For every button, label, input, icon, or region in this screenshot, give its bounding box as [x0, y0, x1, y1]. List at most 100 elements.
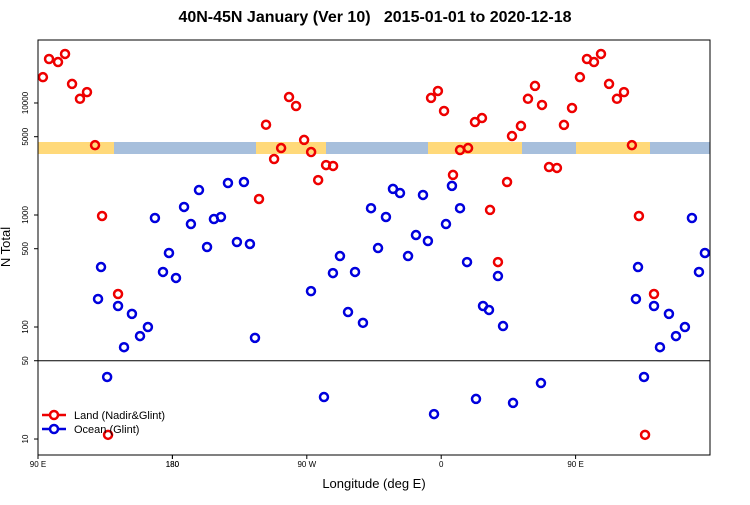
- point: [222, 177, 234, 189]
- point: [417, 189, 429, 201]
- legend-label: Ocean (Glint): [74, 424, 139, 436]
- point: [305, 285, 317, 297]
- point: [112, 300, 124, 312]
- y-tick-label: 10: [21, 434, 30, 443]
- point: [178, 201, 190, 213]
- point: [492, 256, 504, 268]
- point: [595, 48, 607, 60]
- point: [566, 102, 578, 114]
- point: [470, 393, 482, 405]
- point: [638, 371, 650, 383]
- point: [92, 293, 104, 305]
- point: [215, 211, 227, 223]
- point: [170, 272, 182, 284]
- point: [163, 247, 175, 259]
- x-tick-label: 0: [439, 460, 444, 469]
- point: [244, 238, 256, 250]
- point: [648, 300, 660, 312]
- point: [334, 250, 346, 262]
- point: [134, 330, 146, 342]
- point: [380, 211, 392, 223]
- point: [484, 204, 496, 216]
- x-tick-label: 180: [166, 460, 180, 469]
- land-ocean-strip: [38, 142, 710, 154]
- plot-frame: [37, 39, 711, 456]
- point: [648, 288, 660, 300]
- point: [185, 218, 197, 230]
- point: [529, 80, 541, 92]
- point: [402, 250, 414, 262]
- x-tick-label: 90 E: [567, 460, 583, 469]
- x-tick-label: 90 E: [30, 460, 46, 469]
- point: [522, 93, 534, 105]
- point: [501, 176, 513, 188]
- point: [349, 266, 361, 278]
- x-axis-label: Longitude (deg E): [322, 476, 425, 491]
- point: [394, 187, 406, 199]
- point: [149, 212, 161, 224]
- point: [318, 391, 330, 403]
- point: [654, 341, 666, 353]
- point: [462, 142, 474, 154]
- point: [231, 236, 243, 248]
- point: [290, 100, 302, 112]
- point: [193, 184, 205, 196]
- point: [679, 321, 691, 333]
- point: [43, 53, 55, 65]
- point: [670, 330, 682, 342]
- x-tick-label: 180: [166, 460, 180, 469]
- point: [253, 193, 265, 205]
- y-tick-label: 100: [21, 320, 30, 334]
- y-tick-label: 5000: [21, 127, 30, 145]
- point: [515, 120, 527, 132]
- point: [699, 247, 711, 259]
- point: [506, 130, 518, 142]
- y-tick-label: 1000: [21, 206, 30, 224]
- point: [126, 308, 138, 320]
- point: [52, 56, 64, 68]
- point: [574, 71, 586, 83]
- point: [268, 153, 280, 165]
- point: [551, 162, 563, 174]
- point: [249, 332, 261, 344]
- point: [536, 99, 548, 111]
- point: [447, 169, 459, 181]
- legend-marker: [48, 409, 60, 421]
- point: [440, 218, 452, 230]
- legend-label: Land (Nadir&Glint): [74, 410, 165, 422]
- point: [632, 261, 644, 273]
- point: [327, 267, 339, 279]
- chart-title: 40N-45N January (Ver 10) 2015-01-01 to 2…: [178, 9, 571, 26]
- point: [142, 321, 154, 333]
- point: [497, 320, 509, 332]
- point: [483, 304, 495, 316]
- point: [428, 408, 440, 420]
- point: [410, 229, 422, 241]
- point: [372, 242, 384, 254]
- y-tick-label: 10000: [21, 91, 30, 114]
- point: [37, 71, 49, 83]
- legend-marker: [48, 423, 60, 435]
- point: [446, 180, 458, 192]
- point: [611, 93, 623, 105]
- point: [81, 86, 93, 98]
- point: [686, 212, 698, 224]
- point: [454, 202, 466, 214]
- point: [422, 235, 434, 247]
- point: [630, 293, 642, 305]
- point: [312, 174, 324, 186]
- y-tick-label: 50: [21, 356, 30, 365]
- point: [438, 105, 450, 117]
- point: [618, 86, 630, 98]
- point: [102, 429, 114, 441]
- point: [95, 261, 107, 273]
- point: [96, 210, 108, 222]
- point: [101, 371, 113, 383]
- point: [275, 142, 287, 154]
- point: [603, 78, 615, 90]
- point: [365, 202, 377, 214]
- point: [507, 397, 519, 409]
- x-tick-label: 90 W: [297, 460, 316, 469]
- point: [425, 92, 437, 104]
